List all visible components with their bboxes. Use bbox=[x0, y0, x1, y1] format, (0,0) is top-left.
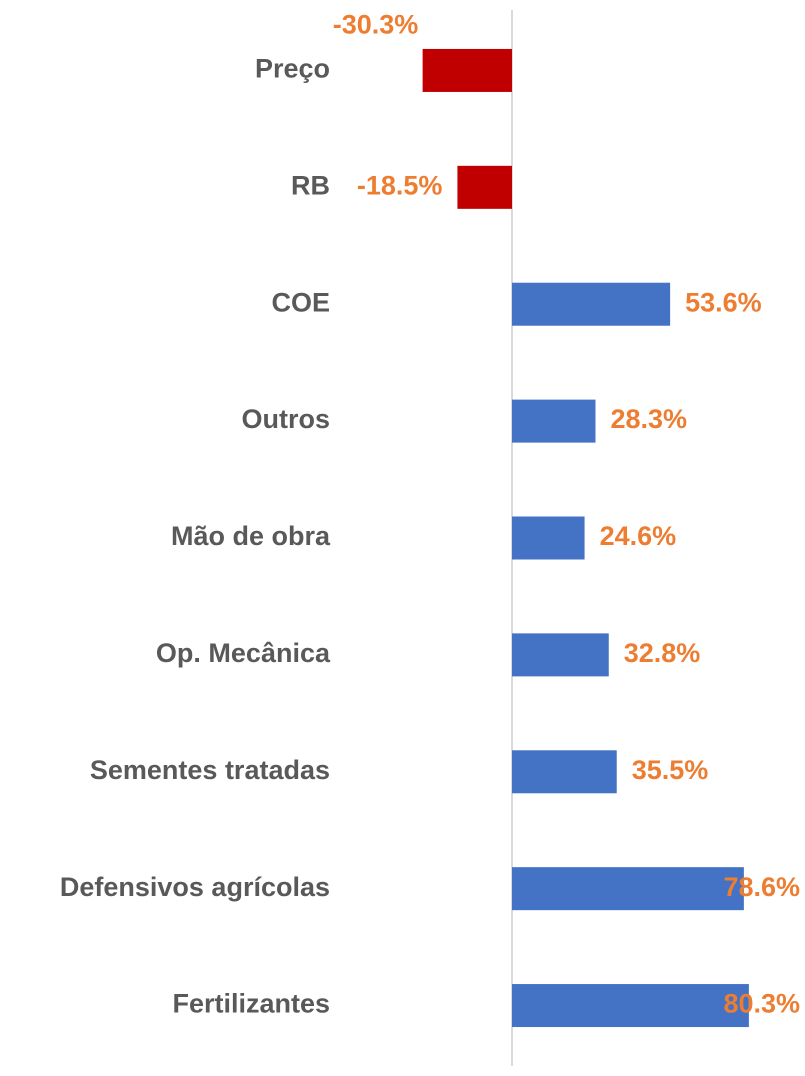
bar bbox=[512, 399, 596, 443]
value-label: 32.8% bbox=[624, 638, 701, 668]
bar bbox=[512, 984, 749, 1028]
bar bbox=[512, 516, 585, 560]
category-label: Preço bbox=[255, 54, 330, 84]
value-label: 24.6% bbox=[600, 521, 677, 551]
category-label: Mão de obra bbox=[171, 521, 331, 551]
bar bbox=[457, 165, 512, 209]
value-label: 53.6% bbox=[685, 287, 762, 317]
category-label: COE bbox=[271, 287, 330, 317]
value-label: 78.6% bbox=[723, 872, 800, 902]
value-label: 80.3% bbox=[723, 989, 800, 1019]
bar bbox=[512, 633, 609, 677]
category-label: RB bbox=[291, 170, 330, 200]
bar bbox=[512, 750, 617, 794]
bar bbox=[422, 48, 512, 92]
bar bbox=[512, 867, 744, 911]
value-label: 28.3% bbox=[610, 404, 687, 434]
category-label: Op. Mecânica bbox=[156, 638, 331, 668]
value-label: 35.5% bbox=[632, 755, 709, 785]
category-label: Sementes tratadas bbox=[90, 755, 330, 785]
value-label: -18.5% bbox=[357, 170, 443, 200]
value-label: -30.3% bbox=[333, 10, 419, 40]
bar bbox=[512, 282, 671, 326]
category-label: Outros bbox=[241, 404, 330, 434]
category-label: Fertilizantes bbox=[172, 989, 330, 1019]
category-label: Defensivos agrícolas bbox=[60, 872, 330, 902]
